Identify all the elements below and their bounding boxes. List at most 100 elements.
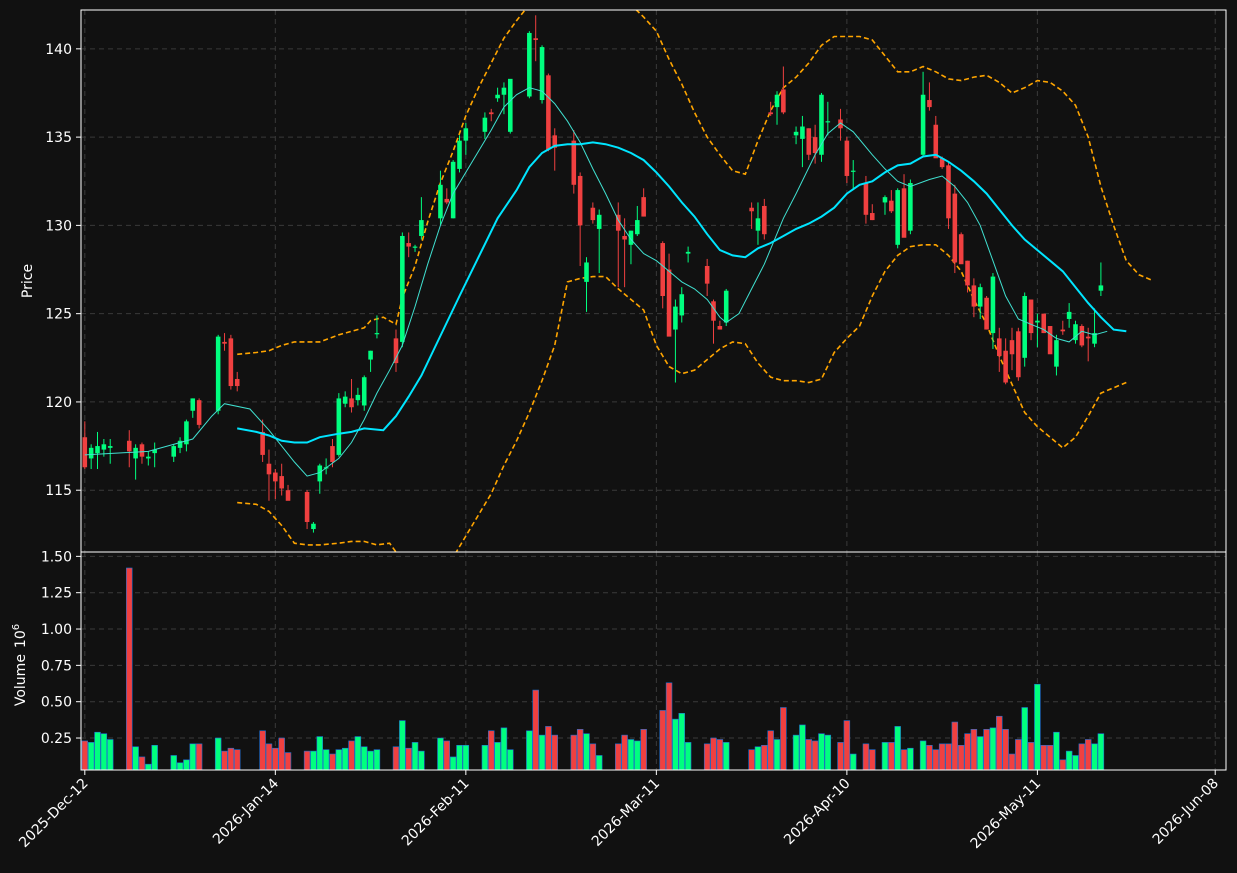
volume-bar: [703, 743, 711, 770]
volume-bar: [634, 740, 641, 770]
volume-bar: [869, 749, 876, 770]
candle-body: [88, 447, 94, 459]
volume-bar: [373, 749, 381, 770]
candle: [901, 174, 907, 238]
volume-bar: [595, 755, 603, 770]
candle-body: [1092, 333, 1097, 344]
candle-body: [1016, 331, 1021, 378]
volume-axis-exponent-power: 6: [11, 624, 22, 630]
volume-bar: [195, 743, 203, 770]
candle-body: [95, 446, 100, 454]
volume-bar: [234, 749, 241, 770]
volume-y-tick-label: 1.25: [41, 586, 72, 602]
candle: [806, 128, 812, 161]
candle: [438, 170, 443, 226]
volume-bar: [678, 713, 685, 770]
candle-body: [838, 119, 843, 129]
candle: [1098, 262, 1104, 297]
candle-body: [1060, 329, 1066, 332]
candle-body: [628, 230, 634, 245]
candle: [82, 421, 88, 470]
candle-body: [755, 218, 761, 231]
volume-bar: [722, 742, 730, 770]
volume-bar: [583, 733, 590, 770]
candle: [1066, 303, 1072, 328]
candle-body: [126, 440, 132, 452]
candle: [146, 451, 151, 466]
volume-bar: [989, 727, 997, 770]
candle: [412, 244, 418, 252]
volume-bar: [1078, 743, 1086, 770]
candle: [666, 253, 672, 337]
volume-bar: [640, 729, 647, 770]
volume-bar: [341, 747, 349, 770]
volume-bar: [748, 749, 755, 770]
volume-bar: [488, 730, 495, 770]
candle-body: [304, 491, 310, 522]
x-axis-ticks: 2025-Dec-12 2026-Jan-14 2026-Feb-11 2026-Ma…: [16, 770, 1222, 852]
volume-bar: [170, 755, 177, 770]
candle: [1003, 338, 1008, 385]
volume-bar: [106, 739, 114, 770]
volume-bar: [214, 737, 222, 770]
candle: [88, 444, 94, 470]
candle: [374, 315, 380, 339]
candle-body: [850, 170, 856, 172]
candle: [488, 108, 494, 122]
volume-bar: [1021, 707, 1028, 770]
fast-moving-average-line: [84, 87, 1108, 477]
candle: [533, 15, 538, 62]
candle-body: [146, 456, 151, 459]
candle: [749, 202, 754, 229]
candle: [1022, 292, 1027, 367]
volume-bar: [316, 736, 324, 770]
candle-body: [342, 396, 348, 404]
candle: [882, 195, 888, 215]
candle: [755, 202, 761, 245]
candle-body: [279, 476, 284, 489]
candle-body: [800, 126, 805, 139]
candle: [768, 101, 773, 116]
candle-body: [419, 220, 424, 236]
volume-bar: [862, 743, 870, 770]
candle-body: [101, 444, 107, 450]
candle: [793, 126, 799, 145]
volume-bar: [970, 729, 978, 770]
volume-panel: 0.25 0.50 0.75 1.00 1.25 1.50 Volume 106: [11, 549, 1227, 771]
candle-body: [774, 94, 780, 108]
candle: [952, 184, 958, 274]
price-frame: [80, 9, 1227, 553]
volume-bar: [354, 736, 362, 770]
candle: [368, 350, 373, 372]
candle: [215, 334, 221, 415]
candle-body: [82, 437, 88, 468]
volume-bar: [957, 744, 965, 770]
candle-body: [1079, 326, 1085, 346]
x-tick-label: 2026-Jun-08: [1150, 776, 1222, 848]
volume-bar: [418, 750, 425, 770]
candle-body: [1047, 326, 1053, 355]
candle-body: [673, 306, 678, 330]
x-tick-label: 2026-Jan-14: [210, 775, 282, 847]
candle-body: [463, 128, 469, 141]
volume-bar: [672, 718, 679, 770]
candle: [628, 230, 634, 265]
candle: [838, 108, 843, 141]
candle-body: [330, 446, 335, 462]
candle-body: [107, 446, 113, 448]
candle-body: [933, 124, 939, 159]
x-tick-label: 2025-Dec-12: [16, 776, 91, 851]
volume-bar: [1053, 731, 1060, 770]
candle-body: [596, 214, 602, 229]
volume-bar: [1034, 683, 1041, 770]
candle: [152, 442, 157, 468]
candle-body: [234, 378, 240, 387]
candle: [596, 209, 602, 274]
candle-body: [1028, 299, 1034, 334]
candle: [1092, 308, 1097, 348]
candle-body: [971, 285, 977, 307]
candle-body: [571, 140, 577, 185]
volume-bar: [1097, 733, 1105, 770]
candle: [819, 92, 824, 162]
candle: [800, 115, 805, 168]
